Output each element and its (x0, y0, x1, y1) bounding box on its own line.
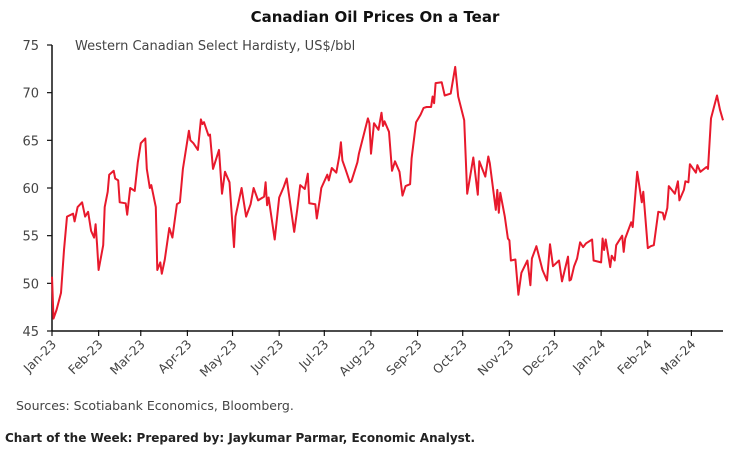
series-label: Western Canadian Select Hardisty, US$/bb… (75, 39, 355, 54)
x-tick-label: Mar-23 (107, 337, 148, 378)
x-tick-label: Aug-23 (336, 337, 378, 379)
y-tick-label: 75 (22, 39, 39, 54)
x-tick-label: May-23 (196, 337, 239, 380)
x-tick-label: Oct-23 (430, 337, 470, 377)
y-tick-label: 45 (22, 325, 39, 340)
sources-note: Sources: Scotiabank Economics, Bloomberg… (16, 398, 294, 413)
x-tick-label: Nov-23 (474, 337, 516, 379)
x-tick-label: Dec-23 (519, 337, 561, 379)
footer-credit: Chart of the Week: Prepared by: Jaykumar… (5, 431, 476, 445)
x-tick-label: Mar-24 (657, 336, 698, 377)
x-tick-label: Jun-23 (247, 337, 287, 377)
x-tick-label: Sep-23 (383, 337, 425, 379)
x-tick-label: Jan-23 (20, 337, 59, 376)
chart-title: Canadian Oil Prices On a Tear (250, 8, 500, 26)
x-tick-label: Feb-24 (614, 336, 655, 377)
x-tick-label: Feb-23 (65, 337, 106, 378)
x-axis: Jan-23 Feb-23 Mar-23 Apr-23 May-23 Jun-23 Jul-… (20, 330, 723, 380)
x-tick-label: Jul-23 (295, 337, 331, 373)
y-axis: 45 50 55 60 65 70 75 (22, 39, 53, 340)
y-tick-label: 70 (22, 87, 39, 102)
x-tick-label: Jan-24 (569, 336, 608, 375)
y-tick-label: 50 (22, 277, 39, 292)
y-tick-label: 65 (22, 134, 39, 149)
series-line-wcs (51, 65, 724, 320)
y-tick-label: 55 (22, 230, 39, 245)
y-tick-label: 60 (22, 182, 39, 197)
x-tick-label: Apr-23 (155, 337, 195, 377)
